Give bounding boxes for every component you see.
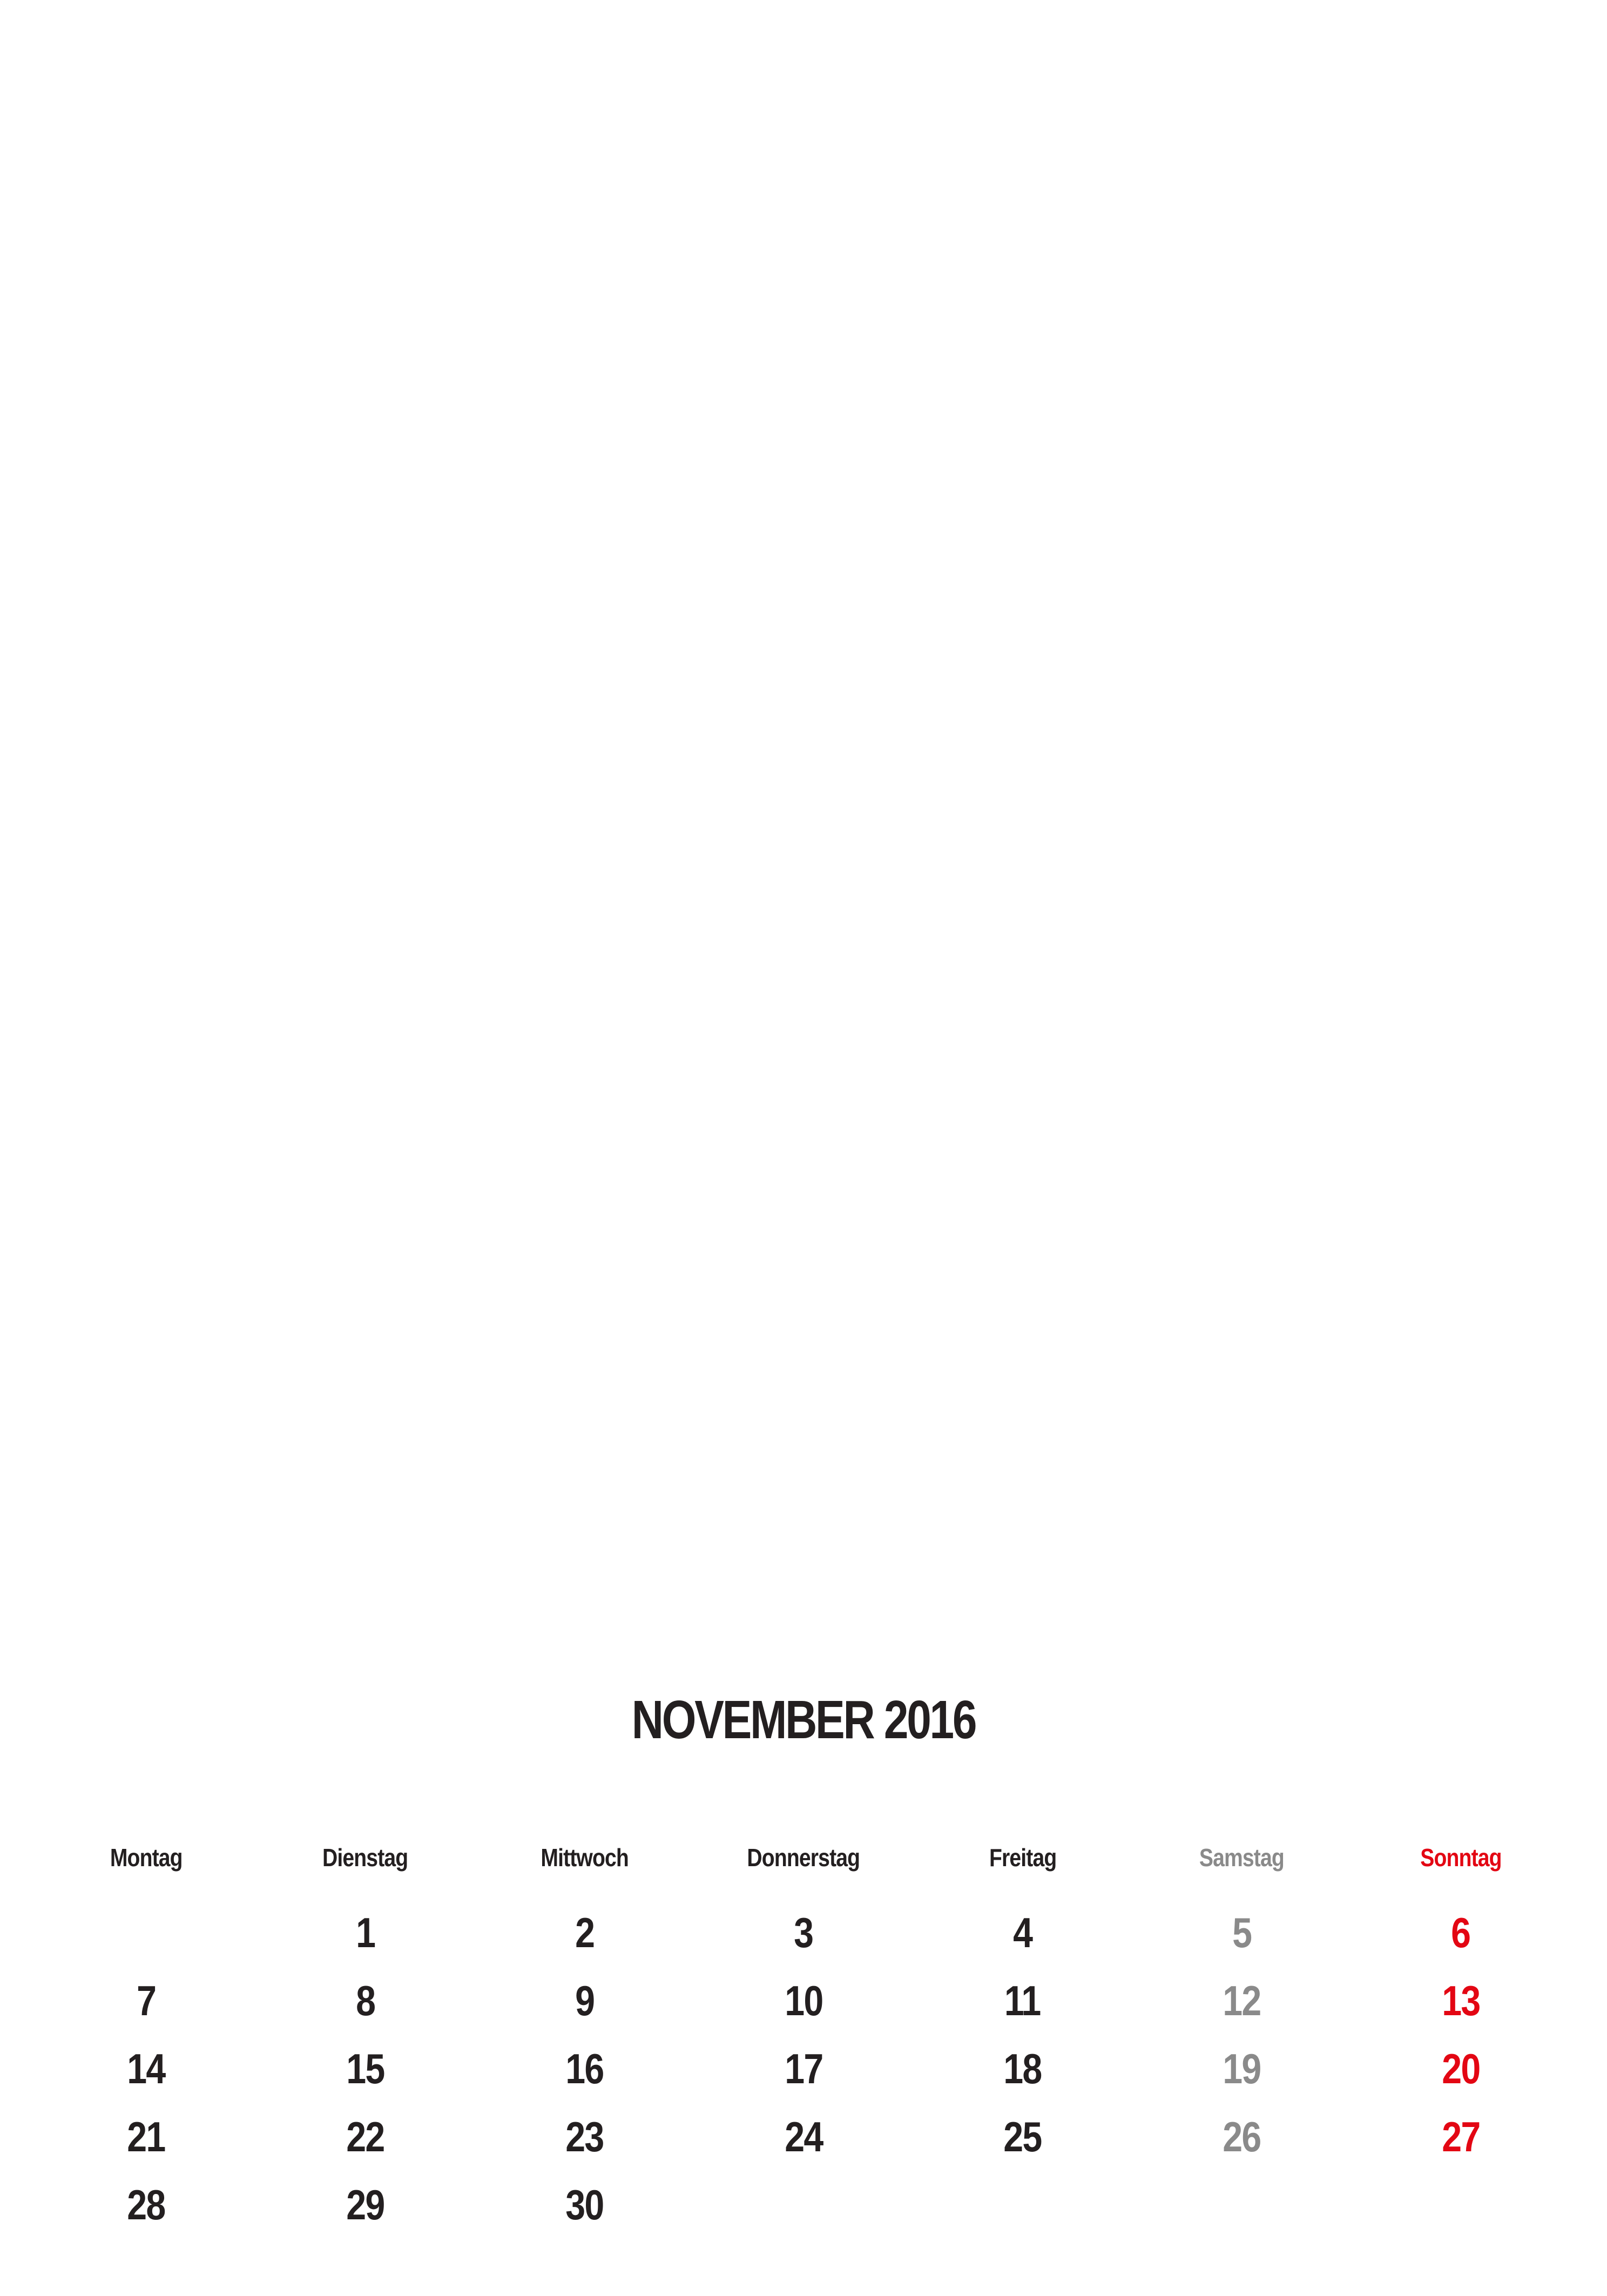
day-cell-saturday: 19	[1223, 2044, 1261, 2092]
day-cell: 1	[355, 1908, 376, 1956]
day-cell-saturday	[1132, 2171, 1352, 2239]
month-title: NOVEMBER 2016	[631, 1690, 977, 1750]
day-cell-saturday: 12	[1223, 1976, 1261, 2024]
weekday-header-samstag: Samstag	[1199, 1843, 1285, 1872]
calendar-grid: Montag Dienstag Mittwoch Donnerstag Frei…	[37, 1831, 1570, 2239]
photo-placeholder-area	[0, 0, 1607, 1647]
day-cell: 8	[355, 1976, 376, 2024]
day-cell: 18	[1003, 2044, 1043, 2092]
day-cell: 22	[346, 2112, 385, 2160]
day-cell: 14	[127, 2044, 166, 2092]
day-cell-saturday: 5	[1232, 1908, 1252, 1956]
day-cell: 2	[575, 1908, 595, 1956]
day-cell: 21	[127, 2112, 166, 2160]
day-cell-saturday: 26	[1223, 2112, 1261, 2160]
day-cell: 7	[137, 1976, 157, 2024]
day-cell-sunday: 27	[1441, 2112, 1481, 2160]
day-cell: 16	[565, 2044, 604, 2092]
day-cell: 17	[784, 2044, 823, 2092]
day-cell: 30	[565, 2180, 604, 2229]
day-cell	[694, 2171, 913, 2239]
day-cell: 24	[784, 2112, 823, 2160]
day-cell: 10	[784, 1976, 823, 2024]
day-cell	[913, 2171, 1132, 2239]
day-cell: 3	[794, 1908, 814, 1956]
day-cell-sunday: 20	[1441, 2044, 1481, 2092]
day-cell: 4	[1013, 1908, 1033, 1956]
day-cell-sunday: 13	[1441, 1976, 1481, 2024]
day-cell-sunday	[1351, 2171, 1570, 2239]
day-cell: 15	[346, 2044, 385, 2092]
day-cell: 11	[1004, 1976, 1041, 2024]
weekday-header-mittwoch: Mittwoch	[540, 1843, 629, 1872]
weekday-header-donnerstag: Donnerstag	[747, 1843, 861, 1872]
weekday-header-sonntag: Sonntag	[1420, 1843, 1502, 1872]
day-cell	[37, 1899, 256, 1967]
weekday-header-dienstag: Dienstag	[322, 1843, 408, 1872]
day-cell: 25	[1003, 2112, 1043, 2160]
day-cell: 9	[575, 1976, 595, 2024]
day-cell: 29	[346, 2180, 385, 2229]
day-cell: 28	[127, 2180, 166, 2229]
day-cell: 23	[565, 2112, 604, 2160]
weekday-header-freitag: Freitag	[989, 1843, 1056, 1872]
weekday-header-montag: Montag	[110, 1843, 183, 1872]
day-cell-sunday: 6	[1451, 1908, 1471, 1956]
